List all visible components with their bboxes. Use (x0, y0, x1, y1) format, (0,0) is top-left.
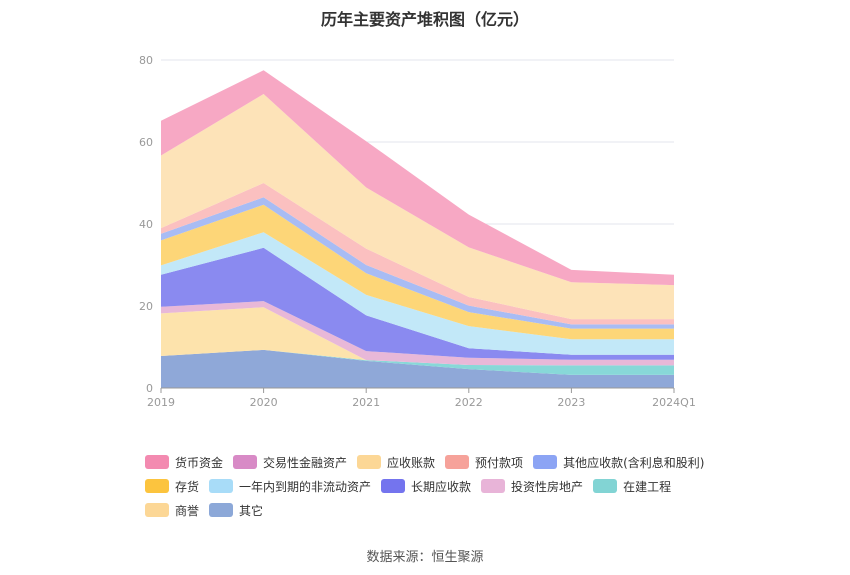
legend-label: 长期应收款 (411, 479, 472, 494)
legend-item[interactable]: 长期应收款 (381, 478, 471, 495)
x-tick-label: 2023 (557, 396, 585, 409)
legend-swatch (209, 503, 234, 517)
legend-label: 存货 (175, 479, 200, 494)
x-tick-label: 2020 (250, 396, 278, 409)
legend-label: 一年内到期的非流动资产 (239, 479, 372, 494)
legend-swatch (481, 479, 506, 493)
legend-label: 在建工程 (623, 479, 672, 494)
legend-item[interactable]: 商誉 (145, 502, 199, 519)
data-source: 数据来源：恒生聚源 (366, 550, 484, 565)
y-tick-label: 40 (139, 218, 153, 231)
axes: 0 20 40 60 80 2019 2020 2021 2022 2023 2024Q1 (139, 54, 696, 409)
legend-label: 商誉 (175, 503, 200, 518)
legend-swatch (445, 455, 470, 469)
legend: 货币资金 交易性金融资产 应收账款 预付款项 其他应收款(含利息和股利) 存货 一年内到期的… (145, 450, 745, 522)
area-series (161, 70, 674, 388)
y-tick-label: 60 (139, 136, 153, 149)
legend-label: 投资性房地产 (511, 479, 584, 494)
legend-item[interactable]: 存货 (145, 478, 199, 495)
legend-swatch (233, 455, 258, 469)
legend-swatch (209, 479, 234, 493)
y-tick-label: 80 (139, 54, 153, 67)
legend-label: 预付款项 (475, 455, 524, 470)
x-tick-label: 2024Q1 (652, 396, 696, 409)
area-series-0 (161, 349, 674, 388)
legend-swatch (381, 479, 406, 493)
legend-swatch (145, 503, 169, 517)
legend-swatch (357, 455, 382, 469)
area-series-9 (161, 94, 674, 320)
legend-row: 货币资金 交易性金融资产 应收账款 预付款项 其他应收款(含利息和股利) (145, 450, 745, 474)
y-tick-label: 20 (139, 300, 153, 313)
area-series-3 (161, 301, 674, 366)
legend-item[interactable]: 交易性金融资产 (233, 454, 347, 471)
x-tick-label: 2019 (147, 396, 175, 409)
legend-item[interactable]: 预付款项 (445, 454, 523, 471)
legend-label: 应收账款 (387, 455, 436, 470)
x-tick-label: 2022 (455, 396, 483, 409)
chart-title: 历年主要资产堆积图（亿元） (320, 10, 529, 29)
legend-item[interactable]: 投资性房地产 (481, 478, 583, 495)
legend-label: 其他应收款(含利息和股利) (563, 455, 705, 470)
legend-swatch (593, 479, 618, 493)
legend-item[interactable]: 其它 (209, 502, 263, 519)
y-tick-label: 0 (146, 382, 153, 395)
area-series-1 (161, 349, 674, 375)
legend-swatch (533, 455, 558, 469)
area-series-6 (161, 204, 674, 340)
legend-item[interactable]: 在建工程 (593, 478, 671, 495)
legend-item[interactable]: 一年内到期的非流动资产 (209, 478, 371, 495)
legend-swatch (145, 455, 169, 469)
legend-item[interactable]: 其他应收款(含利息和股利) (533, 454, 704, 471)
legend-label: 交易性金融资产 (263, 455, 348, 470)
stacked-area-chart: 0 20 40 60 80 2019 2020 2021 2022 2023 2024Q1 (139, 54, 696, 409)
area-series-5 (161, 232, 674, 355)
legend-swatch (145, 479, 169, 493)
legend-item[interactable]: 货币资金 (145, 454, 223, 471)
legend-item[interactable]: 应收账款 (357, 454, 435, 471)
legend-row: 存货 一年内到期的非流动资产 长期应收款 投资性房地产 在建工程 (145, 474, 745, 498)
x-tick-label: 2021 (352, 396, 380, 409)
area-series-4 (161, 247, 674, 360)
legend-label: 货币资金 (175, 455, 224, 470)
legend-row: 商誉 其它 (145, 498, 745, 522)
area-series-2 (161, 307, 674, 366)
legend-label: 其它 (239, 503, 264, 518)
